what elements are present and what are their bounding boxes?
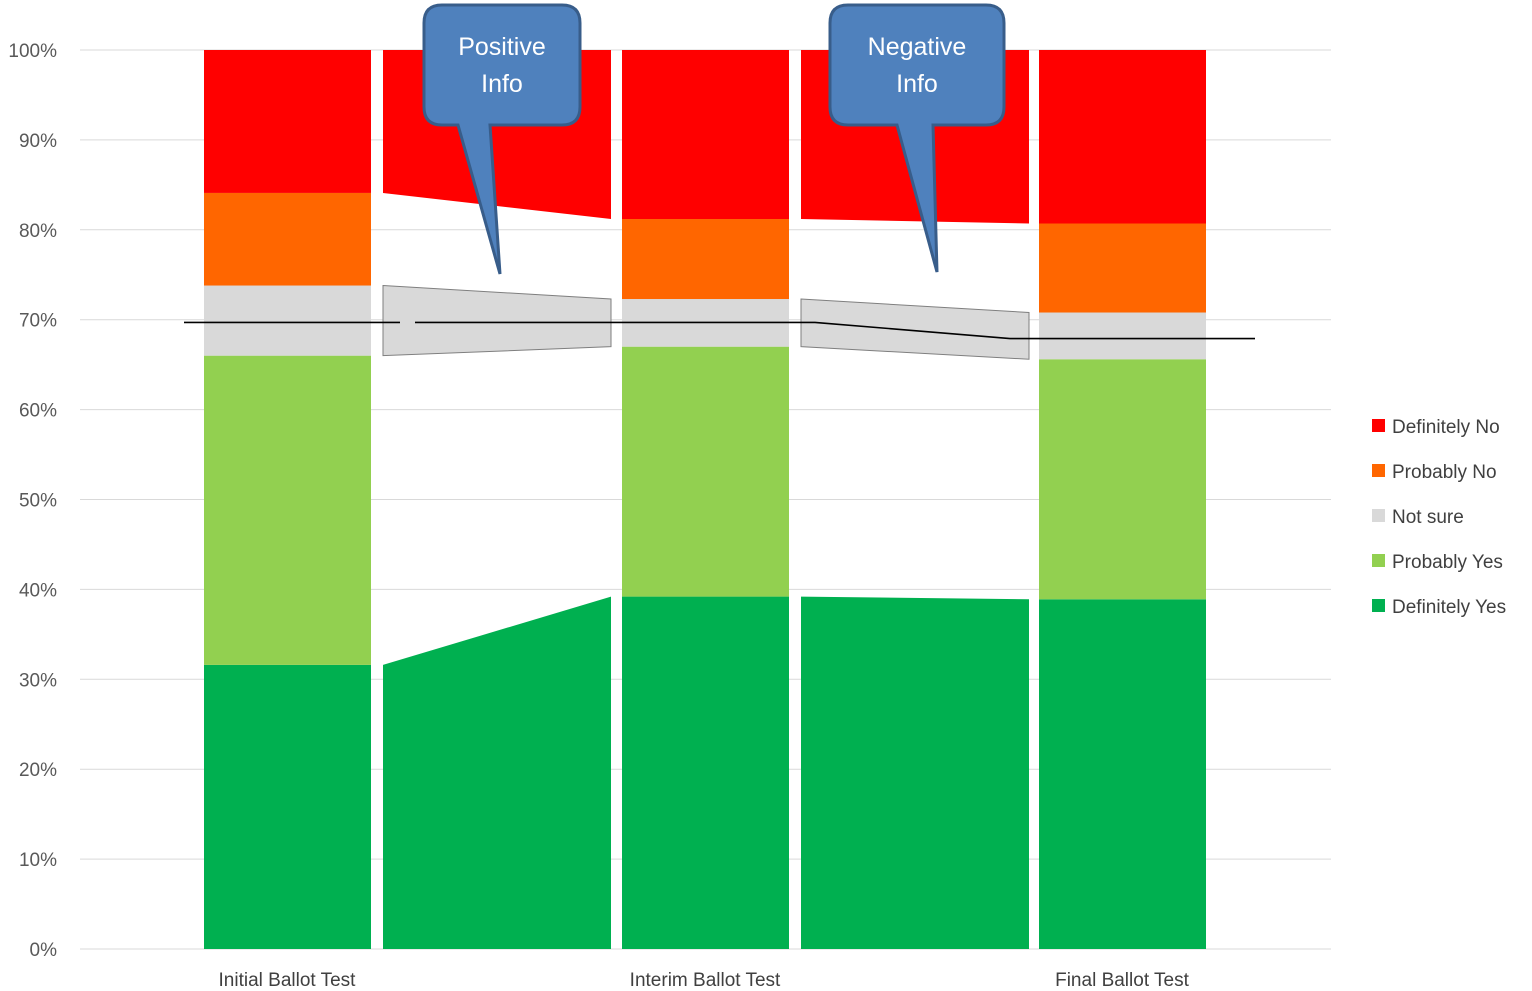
positive-info-callout: Positive Info	[422, 3, 582, 275]
bar-segment-probably-no	[1039, 223, 1206, 313]
bar-segment-not-sure	[1039, 312, 1206, 360]
callout-shape	[828, 3, 1006, 273]
y-tick-label: 20%	[19, 760, 57, 781]
legend-item: Definitely Yes	[1372, 597, 1506, 618]
bar-segment-probably-yes	[204, 355, 371, 665]
bars	[204, 50, 1206, 949]
y-tick-label: 10%	[19, 850, 57, 871]
legend-item: Not sure	[1372, 507, 1464, 528]
legend-item: Probably No	[1372, 462, 1497, 483]
legend-label: Definitely Yes	[1392, 597, 1506, 618]
bar-segment-definitely-no	[622, 50, 789, 220]
bar-segment-probably-no	[204, 192, 371, 286]
y-tick-label: 60%	[19, 401, 57, 422]
y-axis-ticks: 0% 10% 20% 30% 40% 50% 60% 70% 80% 90% 100%	[8, 41, 57, 961]
y-tick-label: 50%	[19, 491, 57, 512]
y-tick-label: 90%	[19, 131, 57, 152]
callout-text-line: Positive	[458, 33, 546, 61]
y-tick-label: 30%	[19, 670, 57, 691]
threshold-line-segment	[415, 321, 1255, 340]
bar-segment-definitely-yes	[622, 596, 789, 949]
bar-segment-probably-yes	[1039, 359, 1206, 600]
y-tick-label: 70%	[19, 311, 57, 332]
x-category-label: Final Ballot Test	[1055, 970, 1189, 991]
legend-label: Definitely No	[1392, 417, 1500, 438]
legend-label: Not sure	[1392, 507, 1464, 528]
legend-label: Probably Yes	[1392, 552, 1503, 573]
bar-segment-definitely-no	[1039, 50, 1206, 224]
transition-band-definitely-yes	[383, 596, 611, 949]
legend-swatch	[1372, 509, 1385, 522]
y-tick-label: 100%	[8, 41, 57, 62]
y-tick-label: 80%	[19, 221, 57, 242]
callout-text-line: Info	[896, 70, 938, 98]
callout-shape	[422, 3, 582, 275]
y-tick-label: 0%	[30, 940, 58, 961]
callout-text-line: Info	[481, 70, 523, 98]
legend-swatch	[1372, 554, 1385, 567]
legend-swatch	[1372, 599, 1385, 612]
callouts: Positive Info Negative Info	[422, 3, 1006, 275]
legend-label: Probably No	[1392, 462, 1497, 483]
threshold-line	[184, 321, 1255, 340]
negative-info-callout: Negative Info	[828, 3, 1006, 273]
bar-segment-probably-no	[622, 219, 789, 300]
transition-band-definitely-yes	[801, 596, 1029, 949]
x-category-label: Initial Ballot Test	[219, 970, 357, 991]
y-tick-label: 40%	[19, 580, 57, 601]
x-category-label: Interim Ballot Test	[630, 970, 781, 991]
transition-band-not-sure	[382, 285, 612, 357]
callout-text-line: Negative	[868, 33, 967, 61]
bar-segment-probably-yes	[622, 346, 789, 597]
bar-segment-definitely-no	[204, 50, 371, 193]
legend-swatch	[1372, 419, 1385, 432]
x-axis-labels: Initial Ballot Test Interim Ballot Test Fi…	[219, 970, 1190, 991]
legend-swatch	[1372, 464, 1385, 477]
legend: Definitely No Probably No Not sure Probably…	[1372, 417, 1506, 618]
legend-item: Definitely No	[1372, 417, 1500, 438]
legend-item: Probably Yes	[1372, 552, 1503, 573]
transition-band-not-sure	[800, 298, 1030, 360]
bar-segment-not-sure	[204, 285, 371, 356]
bar-segment-definitely-yes	[204, 664, 371, 949]
bar-segment-definitely-yes	[1039, 599, 1206, 949]
